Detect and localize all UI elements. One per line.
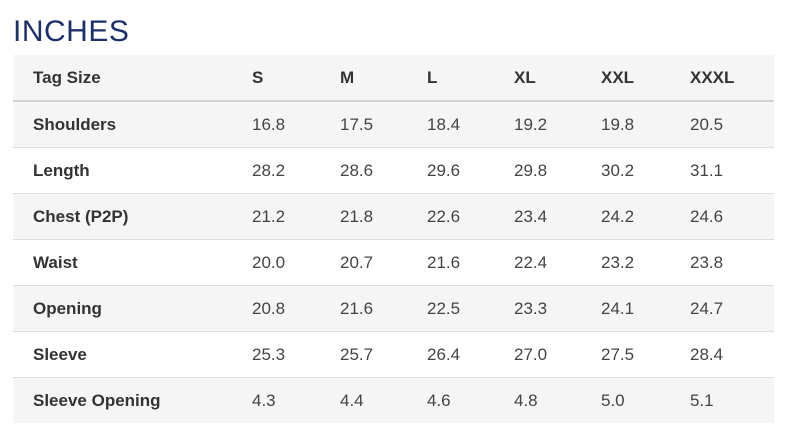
table-cell: 24.6: [690, 206, 724, 226]
header-size-s: S: [252, 67, 264, 87]
table-cell: 25.7: [340, 344, 374, 364]
header-tag-size: Tag Size: [33, 67, 101, 87]
header-size-m: M: [340, 67, 355, 87]
table-cell: 20.8: [252, 298, 286, 318]
row-label: Opening: [33, 298, 102, 318]
page-title: INCHES: [13, 15, 130, 48]
size-chart-table: Tag Size S M L XL XXL XXXL Shoulders 16.…: [13, 55, 774, 423]
table-row: Shoulders 16.8 17.5 18.4 19.2 19.8 20.5: [13, 101, 774, 148]
table-cell: 17.5: [340, 114, 374, 134]
table-cell: 23.8: [690, 252, 724, 272]
table-row: Sleeve Opening 4.3 4.4 4.6 4.8 5.0 5.1: [13, 377, 774, 423]
table-cell: 21.6: [427, 252, 461, 272]
table-cell: 23.3: [514, 298, 548, 318]
header-size-xxl: XXL: [601, 67, 635, 87]
table-cell: 5.1: [690, 390, 714, 410]
row-label: Chest (P2P): [33, 206, 129, 226]
row-label: Sleeve: [33, 344, 87, 364]
table-cell: 4.8: [514, 390, 538, 410]
table-cell: 29.6: [427, 160, 461, 180]
table-row: Sleeve 25.3 25.7 26.4 27.0 27.5 28.4: [13, 331, 774, 378]
row-label: Sleeve Opening: [33, 390, 161, 410]
table-cell: 22.4: [514, 252, 548, 272]
table-row: Chest (P2P) 21.2 21.8 22.6 23.4 24.2 24.…: [13, 193, 774, 240]
table-cell: 28.6: [340, 160, 374, 180]
header-size-xxxl: XXXL: [690, 67, 735, 87]
table-cell: 23.2: [601, 252, 635, 272]
table-header-row: Tag Size S M L XL XXL XXXL: [13, 55, 774, 101]
row-label: Shoulders: [33, 114, 117, 134]
table-cell: 4.3: [252, 390, 276, 410]
table-cell: 22.5: [427, 298, 461, 318]
table-cell: 20.5: [690, 114, 724, 134]
table-cell: 27.5: [601, 344, 635, 364]
table-cell: 20.7: [340, 252, 374, 272]
table-row: Length 28.2 28.6 29.6 29.8 30.2 31.1: [13, 147, 774, 194]
table-cell: 27.0: [514, 344, 548, 364]
row-label: Length: [33, 160, 90, 180]
table-cell: 25.3: [252, 344, 286, 364]
table-cell: 28.4: [690, 344, 724, 364]
table-cell: 4.4: [340, 390, 364, 410]
table-cell: 31.1: [690, 160, 724, 180]
table-cell: 19.8: [601, 114, 635, 134]
table-cell: 22.6: [427, 206, 461, 226]
header-size-xl: XL: [514, 67, 536, 87]
table-cell: 28.2: [252, 160, 286, 180]
table-cell: 23.4: [514, 206, 548, 226]
table-cell: 26.4: [427, 344, 461, 364]
table-cell: 19.2: [514, 114, 548, 134]
row-label: Waist: [33, 252, 78, 272]
table-cell: 5.0: [601, 390, 625, 410]
table-cell: 29.8: [514, 160, 548, 180]
table-cell: 4.6: [427, 390, 451, 410]
table-row: Opening 20.8 21.6 22.5 23.3 24.1 24.7: [13, 285, 774, 332]
table-cell: 20.0: [252, 252, 286, 272]
table-cell: 30.2: [601, 160, 635, 180]
table-cell: 24.7: [690, 298, 724, 318]
table-cell: 24.1: [601, 298, 635, 318]
table-cell: 18.4: [427, 114, 461, 134]
table-cell: 21.8: [340, 206, 374, 226]
header-size-l: L: [427, 67, 438, 87]
table-cell: 24.2: [601, 206, 635, 226]
table-row: Waist 20.0 20.7 21.6 22.4 23.2 23.8: [13, 239, 774, 286]
table-cell: 21.6: [340, 298, 374, 318]
table-cell: 16.8: [252, 114, 286, 134]
table-cell: 21.2: [252, 206, 286, 226]
